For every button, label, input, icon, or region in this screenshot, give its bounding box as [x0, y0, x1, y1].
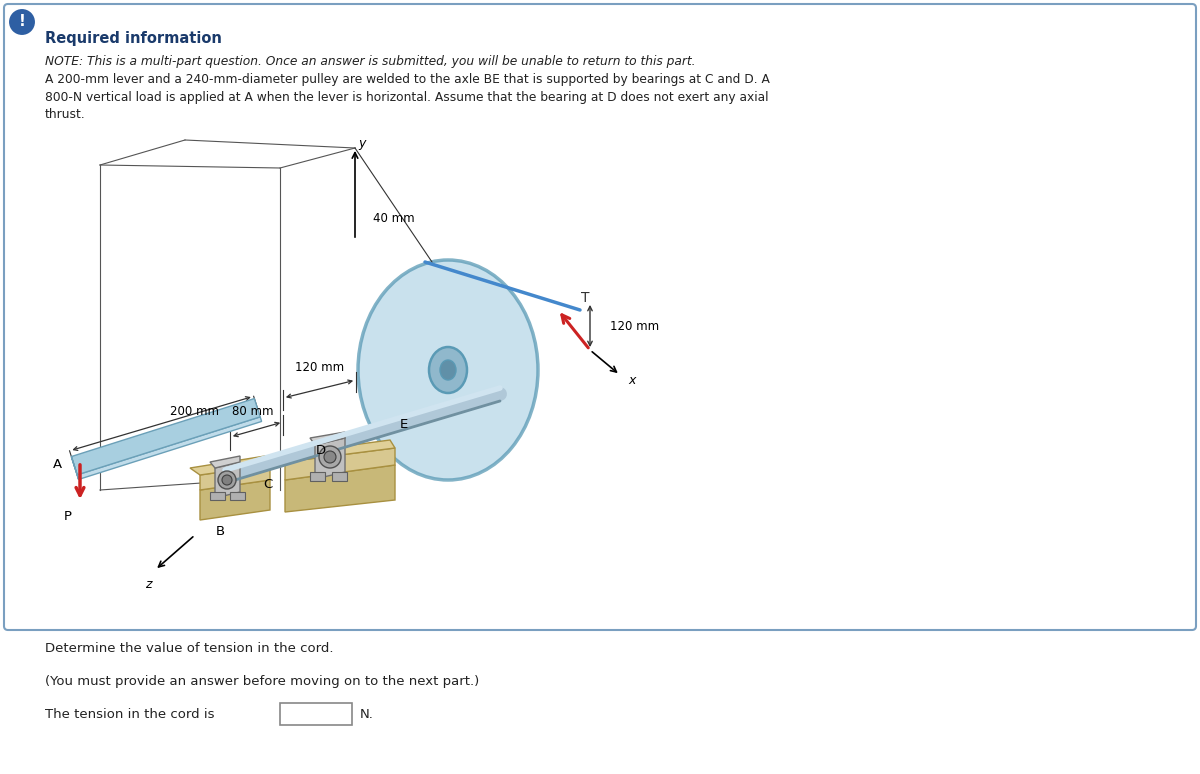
Text: C: C — [263, 478, 272, 491]
Bar — [230, 492, 245, 500]
Polygon shape — [215, 462, 240, 498]
Polygon shape — [71, 399, 260, 475]
Polygon shape — [286, 448, 395, 480]
Circle shape — [218, 471, 236, 489]
Text: z: z — [145, 578, 151, 591]
Circle shape — [222, 475, 232, 485]
Text: T: T — [581, 291, 589, 305]
Circle shape — [8, 8, 36, 36]
Polygon shape — [210, 456, 240, 468]
Polygon shape — [314, 438, 346, 479]
Circle shape — [324, 451, 336, 463]
Text: 800-N vertical load is applied at A when the lever is horizontal. Assume that th: 800-N vertical load is applied at A when… — [46, 91, 768, 104]
Text: y: y — [358, 136, 365, 149]
Text: B: B — [216, 525, 224, 538]
Bar — [332, 472, 347, 481]
Polygon shape — [190, 456, 270, 475]
Text: P: P — [64, 510, 72, 523]
Text: x: x — [628, 374, 635, 386]
Ellipse shape — [430, 347, 467, 393]
Text: NOTE: This is a multi-part question. Once an answer is submitted, you will be un: NOTE: This is a multi-part question. Onc… — [46, 56, 696, 69]
Text: 80 mm: 80 mm — [233, 405, 274, 418]
Text: Determine the value of tension in the cord.: Determine the value of tension in the co… — [46, 642, 334, 655]
Polygon shape — [286, 465, 395, 512]
Ellipse shape — [440, 360, 456, 380]
FancyBboxPatch shape — [4, 4, 1196, 630]
Text: E: E — [400, 419, 408, 431]
Polygon shape — [200, 465, 270, 490]
Polygon shape — [278, 440, 395, 462]
Text: N.: N. — [360, 707, 374, 721]
FancyBboxPatch shape — [280, 703, 352, 725]
Polygon shape — [77, 417, 262, 479]
Text: 120 mm: 120 mm — [295, 361, 344, 374]
Polygon shape — [71, 457, 79, 479]
Text: D: D — [316, 444, 326, 457]
Text: 40 mm: 40 mm — [373, 211, 415, 224]
Ellipse shape — [358, 260, 538, 480]
Circle shape — [319, 446, 341, 468]
Bar — [210, 492, 226, 500]
Polygon shape — [200, 480, 270, 520]
Text: Required information: Required information — [46, 30, 222, 46]
Text: 120 mm: 120 mm — [610, 320, 659, 333]
Text: 200 mm: 200 mm — [169, 405, 218, 417]
Text: The tension in the cord is: The tension in the cord is — [46, 707, 215, 721]
Bar — [310, 472, 325, 481]
Text: thrust.: thrust. — [46, 108, 85, 121]
Text: !: ! — [18, 15, 25, 29]
Text: (You must provide an answer before moving on to the next part.): (You must provide an answer before movin… — [46, 674, 479, 687]
Text: A 200-mm lever and a 240-mm-diameter pulley are welded to the axle BE that is su: A 200-mm lever and a 240-mm-diameter pul… — [46, 74, 770, 87]
Polygon shape — [310, 432, 346, 445]
Text: A: A — [53, 458, 62, 471]
